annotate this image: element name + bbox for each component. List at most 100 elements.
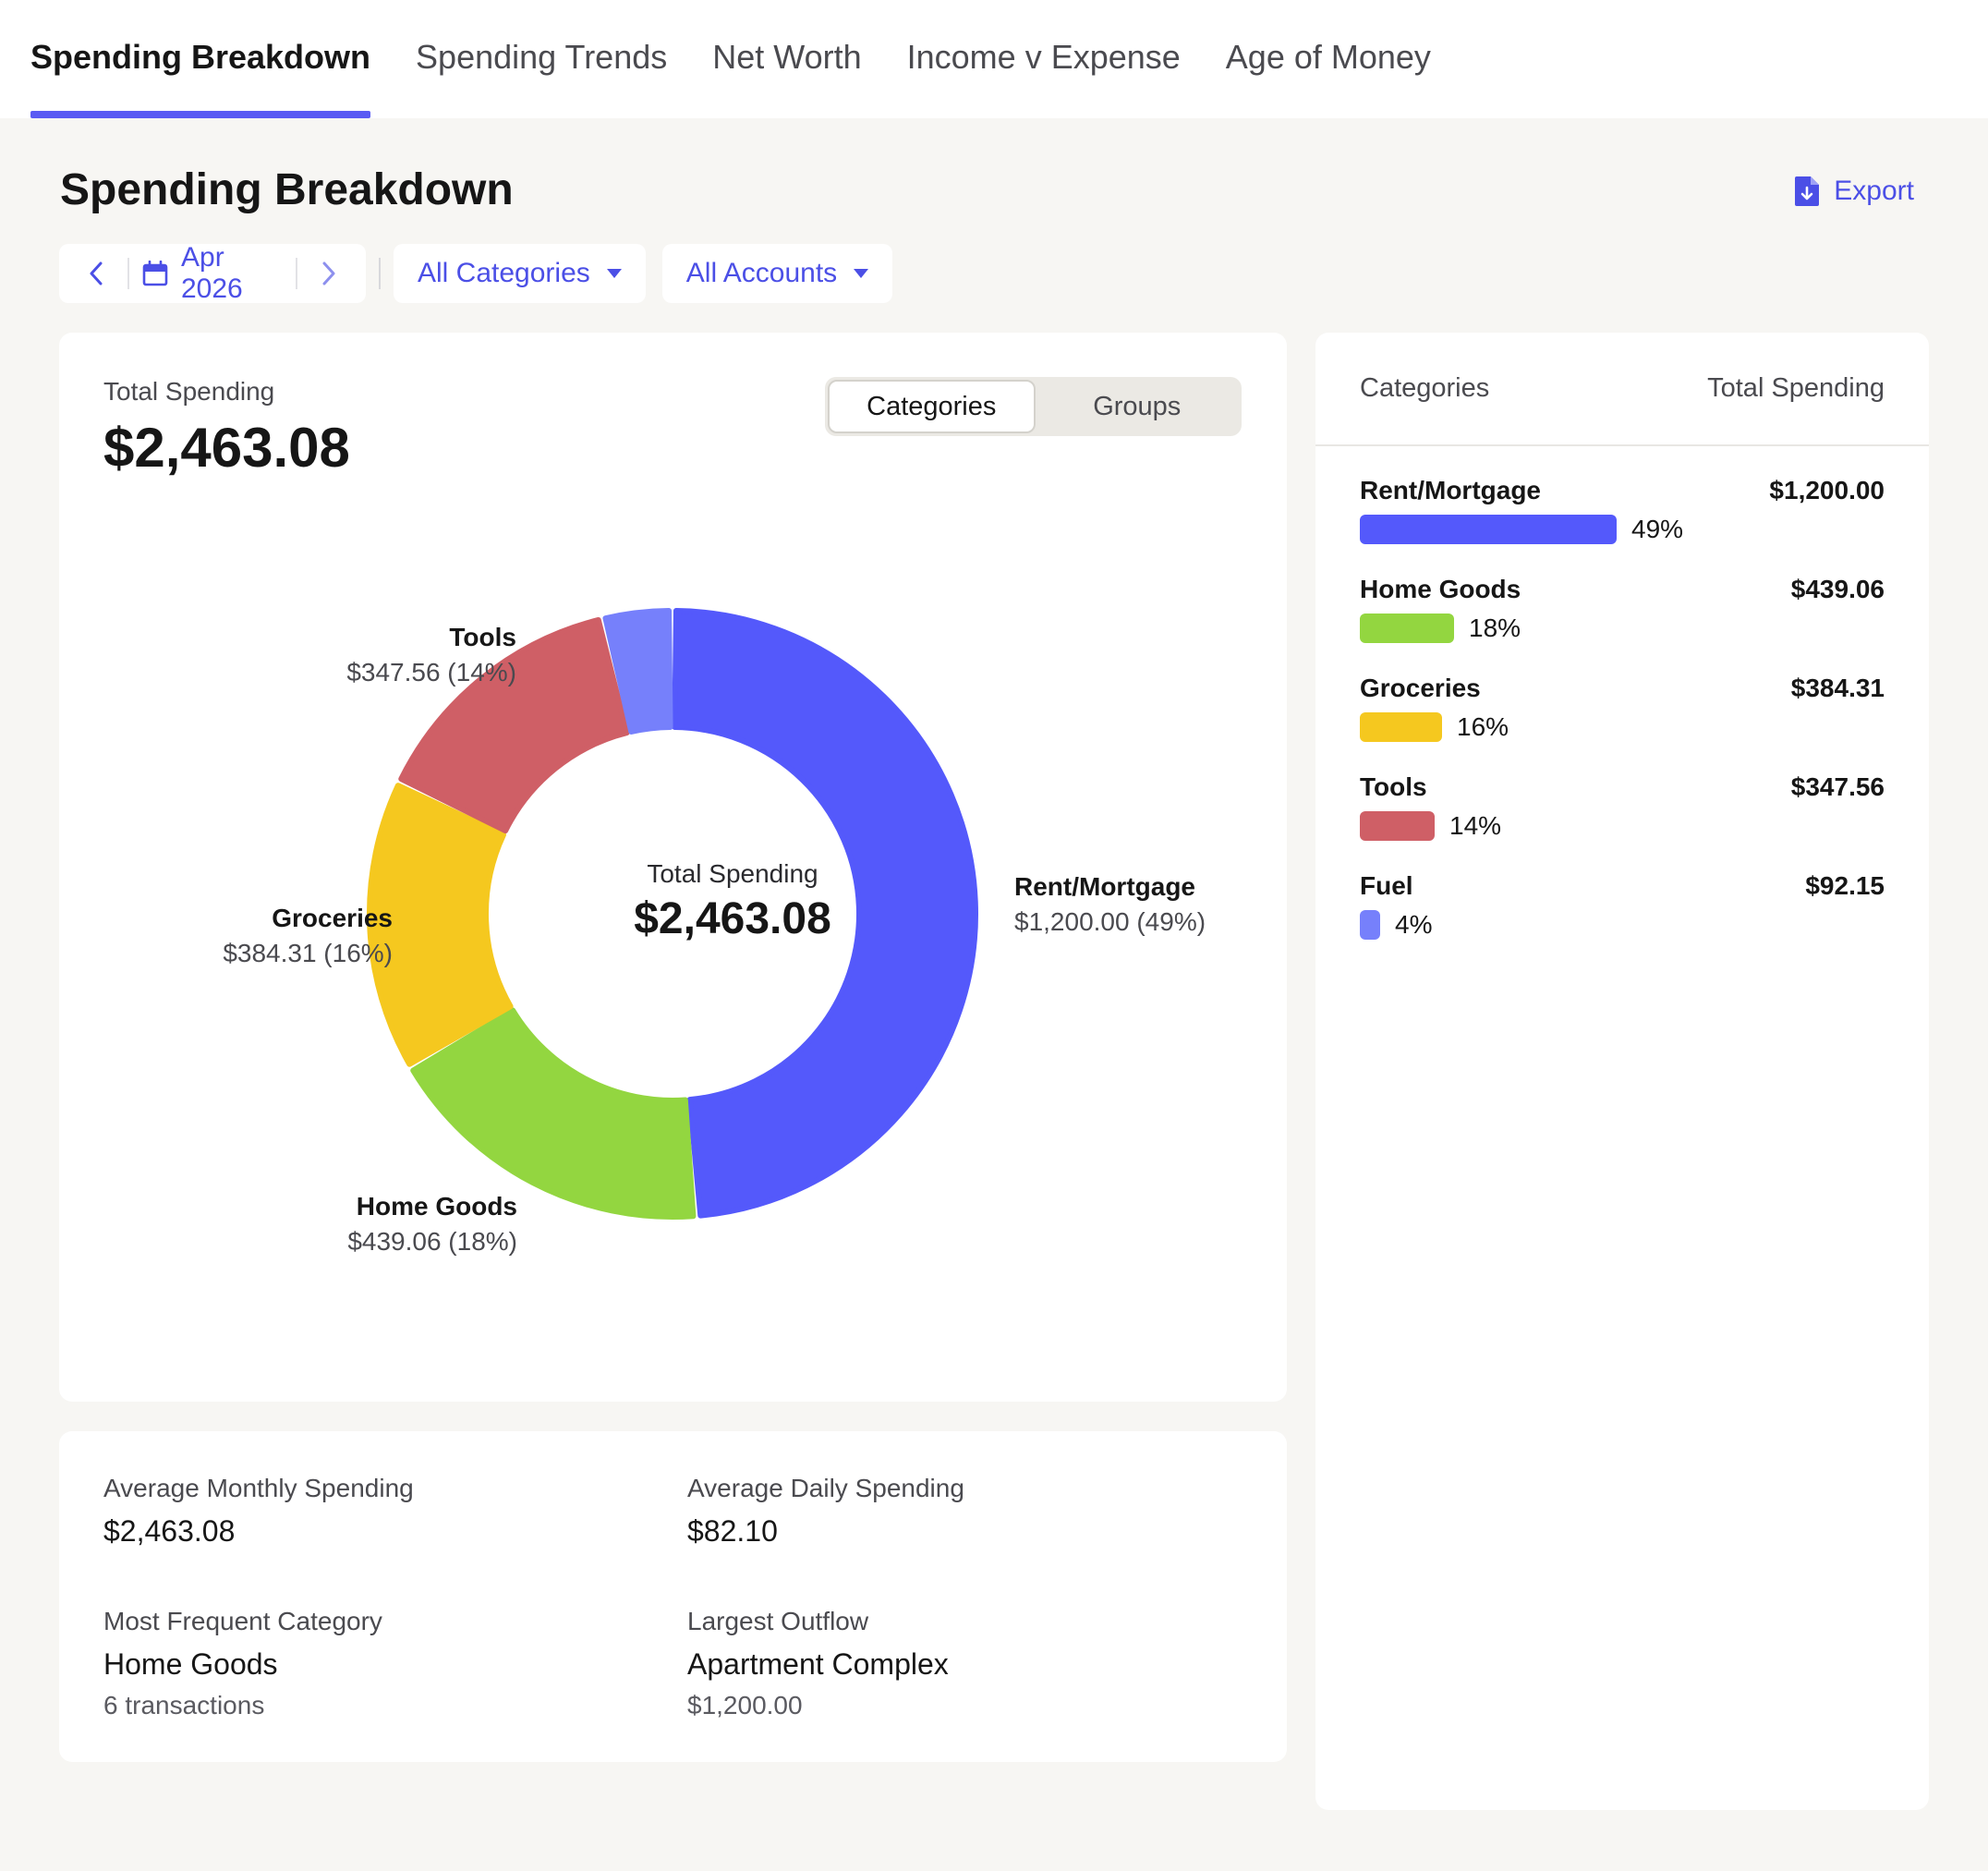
stat-value: Home Goods	[103, 1647, 278, 1681]
list-item[interactable]: Rent/Mortgage $1,200.00 49%	[1360, 476, 1885, 544]
categories-dropdown-label: All Categories	[418, 258, 590, 288]
file-download-icon	[1795, 176, 1820, 206]
stat-value: $2,463.08	[103, 1514, 236, 1548]
category-percent: 4%	[1395, 910, 1433, 939]
spending-chart-card: Total Spending $2,463.08 Categories Grou…	[59, 333, 1287, 1402]
category-name: Fuel	[1360, 871, 1413, 900]
slice-label-detail: $384.31 (16%)	[223, 939, 393, 967]
column-categories: Categories	[1360, 373, 1490, 403]
slice-label-detail: $347.56 (14%)	[346, 658, 516, 686]
category-percent: 18%	[1469, 614, 1521, 642]
stat-value: Apartment Complex	[687, 1647, 949, 1681]
category-total: $92.15	[1805, 871, 1885, 900]
donut-slice-tools[interactable]	[398, 616, 630, 834]
list-item-header: Rent/Mortgage $1,200.00	[1360, 476, 1885, 505]
category-name: Groceries	[1360, 674, 1481, 702]
stat-most-frequent-category: Most Frequent Category Home Goods 6 tran…	[103, 1607, 382, 1720]
tab-net-worth[interactable]: Net Worth	[712, 0, 861, 118]
tab-label: Income v Expense	[906, 38, 1181, 76]
list-item-header: Tools $347.56	[1360, 772, 1885, 802]
category-percent: 49%	[1631, 515, 1684, 543]
tab-label: Net Worth	[712, 38, 862, 76]
category-share-bar	[1360, 712, 1442, 742]
chevron-right-icon	[322, 261, 335, 286]
tab-spending-trends[interactable]: Spending Trends	[416, 0, 667, 118]
divider	[127, 258, 129, 289]
category-total: $347.56	[1790, 772, 1885, 801]
selected-month[interactable]: Apr 2026	[181, 242, 243, 304]
categories-dropdown[interactable]: All Categories	[394, 244, 646, 303]
list-item[interactable]: Fuel $92.15 4%	[1360, 871, 1885, 940]
category-total: $384.31	[1790, 674, 1885, 702]
chevron-left-icon	[90, 261, 103, 286]
stat-average-monthly: Average Monthly Spending $2,463.08	[103, 1474, 414, 1549]
total-spending-label: Total Spending	[103, 377, 275, 406]
view-toggle: Categories Groups	[825, 377, 1242, 436]
column-total-spending: Total Spending	[1707, 373, 1885, 403]
category-list-card: Categories Total Spending Rent/Mortgage $…	[1315, 333, 1929, 1810]
list-item[interactable]: Home Goods $439.06 18%	[1360, 575, 1885, 643]
donut-slice-home-goods[interactable]	[410, 1007, 697, 1220]
stat-label: Most Frequent Category	[103, 1607, 382, 1635]
list-item-header: Fuel $92.15	[1360, 871, 1885, 901]
category-share-bar	[1360, 811, 1435, 841]
tab-label: Age of Money	[1225, 38, 1431, 76]
category-share-bar	[1360, 515, 1617, 544]
list-item[interactable]: Tools $347.56 14%	[1360, 772, 1885, 841]
caret-down-icon	[854, 269, 869, 278]
list-item-bar-row: 18%	[1360, 614, 1885, 643]
spending-stats-card: Average Monthly Spending $2,463.08 Avera…	[59, 1431, 1287, 1762]
list-item-bar-row: 16%	[1360, 712, 1885, 742]
report-tabs: Spending Breakdown Spending Trends Net W…	[0, 0, 1988, 118]
export-button[interactable]: Export	[1795, 176, 1914, 207]
category-name: Home Goods	[1360, 575, 1521, 603]
stat-label: Average Monthly Spending	[103, 1474, 414, 1502]
stat-subtext: 6 transactions	[103, 1691, 265, 1719]
category-percent: 14%	[1449, 811, 1502, 840]
category-total: $439.06	[1790, 575, 1885, 603]
toggle-categories[interactable]: Categories	[828, 380, 1036, 433]
category-name: Rent/Mortgage	[1360, 476, 1541, 504]
list-item-header: Groceries $384.31	[1360, 674, 1885, 703]
list-item-header: Home Goods $439.06	[1360, 575, 1885, 604]
donut-center-value: $2,463.08	[634, 894, 831, 943]
slice-label-name: Home Goods	[356, 1192, 517, 1221]
slice-label-name: Rent/Mortgage	[1014, 872, 1195, 901]
list-item-bar-row: 4%	[1360, 910, 1885, 940]
list-item-bar-row: 49%	[1360, 515, 1885, 544]
stat-subtext: $1,200.00	[687, 1691, 803, 1719]
tab-label: Spending Trends	[416, 38, 668, 76]
caret-down-icon	[606, 269, 622, 278]
slice-label-rent-mortgage: Rent/Mortgage $1,200.00 (49%)	[1014, 872, 1206, 937]
toggle-groups[interactable]: Groups	[1093, 391, 1182, 421]
donut-slice-fuel[interactable]	[602, 608, 673, 735]
previous-month-button[interactable]	[78, 255, 115, 292]
slice-label-detail: $439.06 (18%)	[347, 1227, 517, 1256]
calendar-icon	[142, 261, 168, 286]
donut-slice-groceries[interactable]	[367, 783, 514, 1067]
tab-age-of-money[interactable]: Age of Money	[1226, 0, 1431, 118]
list-item[interactable]: Groceries $384.31 16%	[1360, 674, 1885, 742]
total-spending-value: $2,463.08	[103, 417, 350, 479]
accounts-dropdown[interactable]: All Accounts	[661, 244, 893, 303]
category-share-bar	[1360, 614, 1454, 643]
stat-label: Largest Outflow	[687, 1607, 869, 1635]
donut-slice-rent-mortgage[interactable]	[672, 608, 978, 1219]
tab-income-v-expense[interactable]: Income v Expense	[907, 0, 1181, 118]
stat-value: $82.10	[687, 1514, 778, 1548]
accounts-dropdown-label: All Accounts	[685, 258, 838, 288]
divider	[296, 258, 297, 289]
donut-center-label: Total Spending	[647, 859, 818, 888]
next-month-button[interactable]	[310, 255, 347, 292]
slice-label-tools: Tools $347.56 (14%)	[346, 623, 516, 687]
slice-label-name: Groceries	[272, 904, 393, 932]
category-list-header: Categories Total Spending	[1315, 333, 1929, 446]
tab-spending-breakdown[interactable]: Spending Breakdown	[30, 0, 371, 118]
donut-chart	[367, 608, 978, 1220]
slice-label-home-goods: Home Goods $439.06 (18%)	[347, 1192, 517, 1257]
divider	[379, 258, 381, 289]
stat-label: Average Daily Spending	[687, 1474, 964, 1502]
tab-label: Spending Breakdown	[30, 38, 371, 76]
stat-average-daily: Average Daily Spending $82.10	[687, 1474, 964, 1549]
slice-label-detail: $1,200.00 (49%)	[1014, 907, 1206, 936]
